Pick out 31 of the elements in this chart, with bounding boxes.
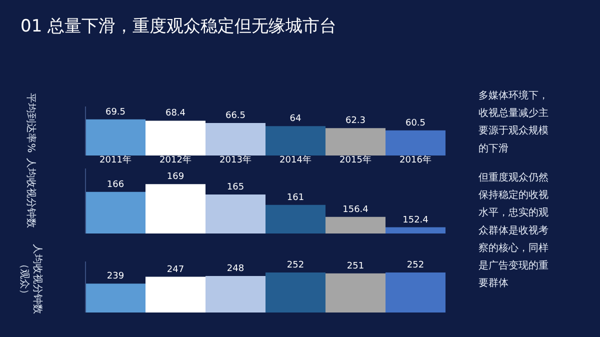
data-label: 64 (290, 114, 302, 124)
text: 多媒体环境下，收视总量减少主要源于观众规模的下滑 (478, 90, 548, 154)
data-label: 68.4 (165, 108, 186, 119)
data-label: 152.4 (402, 215, 429, 226)
text: 人均收视分钟数 (25, 158, 36, 228)
data-label: 156.4 (342, 204, 369, 215)
data-label: 248 (226, 264, 244, 274)
data-label: 239 (106, 272, 124, 282)
data-label: 62.3 (345, 116, 366, 126)
data-label: 60.5 (405, 118, 426, 128)
data-label: 252 (286, 260, 304, 271)
y-axis-title: 平均到达率% (25, 93, 37, 153)
x-tick-label: 2012年 (160, 154, 192, 166)
text: （观众） (18, 259, 30, 299)
x-tick-label: 2016年 (400, 154, 432, 166)
data-label: 161 (286, 192, 304, 203)
x-tick-label: 2013年 (220, 154, 252, 166)
data-label: 251 (346, 261, 364, 272)
x-tick-label: 2014年 (280, 154, 312, 166)
data-label: 69.5 (105, 107, 126, 118)
data-label: 165 (226, 182, 244, 192)
data-label: 166 (106, 180, 124, 190)
data-label: 247 (166, 264, 184, 275)
text: 但重度观众仍然保持稳定的收视水平，忠实的观众群体是收视考察的核心，同样是广告变现的重要群体 (478, 172, 548, 290)
data-label: 66.5 (225, 111, 246, 122)
x-tick-label: 2015年 (340, 154, 372, 166)
data-label: 169 (166, 172, 184, 182)
y-axis-title: 人均收视分钟数 (32, 244, 44, 314)
x-tick-label: 2011年 (100, 154, 132, 166)
chart-title: 01 总量下滑，重度观众稳定但无缘城市台 (20, 16, 337, 36)
data-label: 252 (406, 260, 424, 271)
